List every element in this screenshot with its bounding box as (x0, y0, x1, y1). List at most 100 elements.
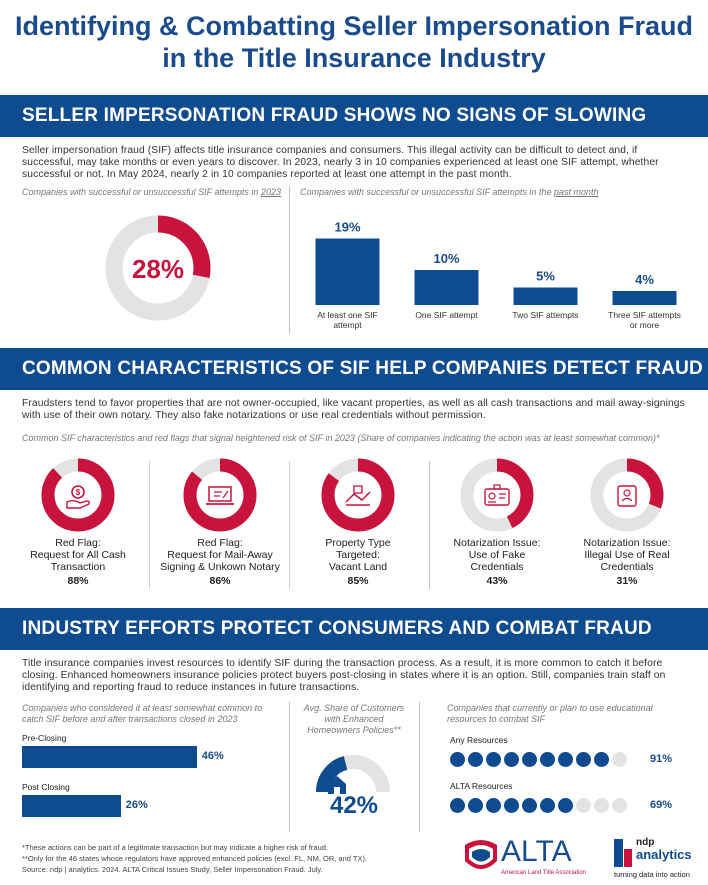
characteristic-label-2: Property Type Targeted: Vacant Land (325, 537, 391, 573)
dot-1-9 (612, 798, 627, 813)
alta-wordmark: ALTA (501, 835, 572, 868)
s2-caption: Common SIF characteristics and red flags… (22, 433, 660, 443)
characteristic-pct-4: 31% (616, 575, 638, 587)
dot-1-2 (486, 798, 501, 813)
bar-category-label-1: One SIF attempt (415, 310, 478, 320)
s3-right-caption: Companies that currently or plan to use … (447, 703, 653, 724)
dot-row-label-1: ALTA Resources (450, 781, 513, 791)
characteristic-donut-2 (321, 458, 395, 532)
dot-1-8 (594, 798, 609, 813)
donut-arc-1 (183, 458, 257, 532)
donut-value-arc (105, 215, 211, 321)
dot-row-value-0: 91% (650, 753, 673, 765)
characteristic-pct-0: 88% (67, 575, 89, 587)
hbar-0 (22, 746, 197, 768)
footer-notes: *These actions can be part of a legitima… (22, 842, 442, 875)
dot-1-3 (504, 798, 519, 813)
section-1-body: Seller impersonation fraud (SIF) affects… (22, 145, 659, 180)
hbar-label-1: Post Closing (22, 782, 70, 792)
dot-0-4 (522, 752, 537, 767)
bar-value-label-1: 10% (433, 251, 459, 266)
hbar-label-0: Pre-Closing (22, 733, 67, 743)
s2-subdivider-1 (289, 461, 290, 589)
donut-arc-4 (590, 458, 664, 532)
footnote-1: *These actions can be part of a legitima… (22, 843, 328, 852)
closing-hbar-chart: Pre-Closing 46% Post Closing 26% (22, 733, 282, 823)
section-1-banner: SELLER IMPERSONATION FRAUD SHOWS NO SIGN… (0, 95, 708, 168)
dot-0-3 (504, 752, 519, 767)
money-hand-icon: $ (66, 485, 90, 509)
dot-0-9 (612, 752, 627, 767)
enhanced-policy-gauge (316, 755, 390, 794)
characteristic-label-3: Notarization Issue: Use of Fake Credential… (453, 537, 541, 573)
characteristic-donut-3 (460, 458, 534, 532)
characteristic-label-0: Red Flag: Request for All Cash Transaction (30, 537, 126, 573)
dot-row-1 (450, 798, 630, 818)
page-title: Identifying & Combatting Seller Imperson… (0, 10, 708, 74)
donut-arc-0 (41, 458, 115, 532)
dot-0-8 (594, 752, 609, 767)
resources-dot-chart: Any Resources 91% ALTA Resources 69% (450, 735, 700, 825)
s1-left-caption: Companies with successful or unsuccessfu… (22, 187, 281, 197)
dot-row-label-0: Any Resources (450, 735, 508, 745)
s1-divider (289, 186, 290, 334)
id-card-icon (484, 484, 510, 506)
characteristic-donut-4 (590, 458, 664, 532)
section-3-banner: INDUSTRY EFFORTS PROTECT CONSUMERS AND C… (0, 608, 708, 650)
hbar-1 (22, 795, 121, 817)
characteristic-pct-2: 85% (347, 575, 369, 587)
title-line-2: in the Title Insurance Industry (162, 43, 546, 73)
characteristic-pct-1: 86% (209, 575, 231, 587)
donut-arc-2 (321, 458, 395, 532)
characteristic-label-4: Notarization Issue: Illegal Use of Real Cr… (583, 537, 671, 573)
dot-1-0 (450, 798, 465, 813)
bar-1 (414, 270, 479, 305)
section-2-body: Fraudsters tend to favor properties that… (22, 398, 685, 421)
dot-0-1 (468, 752, 483, 767)
sif-2023-donut: 28% (105, 215, 211, 321)
bar-0 (315, 238, 380, 305)
characteristic-donut-0: $ (41, 458, 115, 532)
alta-subtitle: American Land Title Association (501, 870, 587, 876)
dot-0-2 (486, 752, 501, 767)
dot-row-value-1: 69% (650, 799, 673, 811)
bar-category-label-0: At least one SIF attempt (317, 310, 377, 330)
bar-value-label-3: 4% (635, 272, 654, 287)
s3-divider-1 (289, 702, 290, 832)
title-line-1: Identifying & Combatting Seller Imperson… (14, 11, 694, 41)
ndp-bar-2 (624, 849, 632, 867)
characteristic-donut-1 (183, 458, 257, 532)
house-shield-icon (328, 776, 346, 794)
s1-right-caption: Companies with successful or unsuccessfu… (300, 187, 599, 197)
bar-category-label-3: Three SIF attempts or more (608, 310, 681, 330)
s3-left-caption: Companies who considered it at least som… (22, 703, 263, 724)
dot-1-6 (558, 798, 573, 813)
sif-past-month-bar-chart: 19% At least one SIF attempt 10% One SIF att… (315, 220, 681, 330)
laptop-pen-icon (206, 486, 234, 505)
section-2-banner: COMMON CHARACTERISTICS OF SIF HELP COMPA… (0, 348, 708, 390)
bar-category-label-2: Two SIF attempts (512, 310, 578, 320)
hbar-value-0: 46% (201, 750, 224, 762)
bar-value-label-2: 5% (536, 269, 555, 284)
dot-0-6 (558, 752, 573, 767)
dot-0-0 (450, 752, 465, 767)
footer-source: Source: ndp | analytics. 2024. ALTA Crit… (22, 865, 323, 874)
alta-flag-icon (465, 840, 497, 869)
bar-3 (612, 291, 677, 305)
ndp-logo: ndp analytics turning data into action (612, 835, 706, 881)
ndp-bar-1 (614, 839, 623, 867)
land-plot-icon (345, 485, 371, 506)
footnote-2: **Only for the 46 states whose regulator… (22, 854, 368, 863)
characteristics-donut-row: $ Red Flag: Request for All Cash Transactio… (0, 455, 708, 605)
s3-divider-2 (419, 702, 420, 832)
gauge-value-arc (316, 756, 348, 793)
s3-mid-caption: Avg. Share of Customers with Enhanced Ho… (303, 703, 405, 735)
dot-1-1 (468, 798, 483, 813)
hbar-value-1: 26% (125, 799, 148, 811)
dot-1-5 (540, 798, 555, 813)
characteristic-label-1: Red Flag: Request for Mail-Away Signing & … (160, 537, 280, 573)
bar-2 (513, 287, 578, 305)
s2-divider (429, 461, 430, 589)
dot-0-7 (576, 752, 591, 767)
bar-value-label-0: 19% (334, 220, 360, 235)
